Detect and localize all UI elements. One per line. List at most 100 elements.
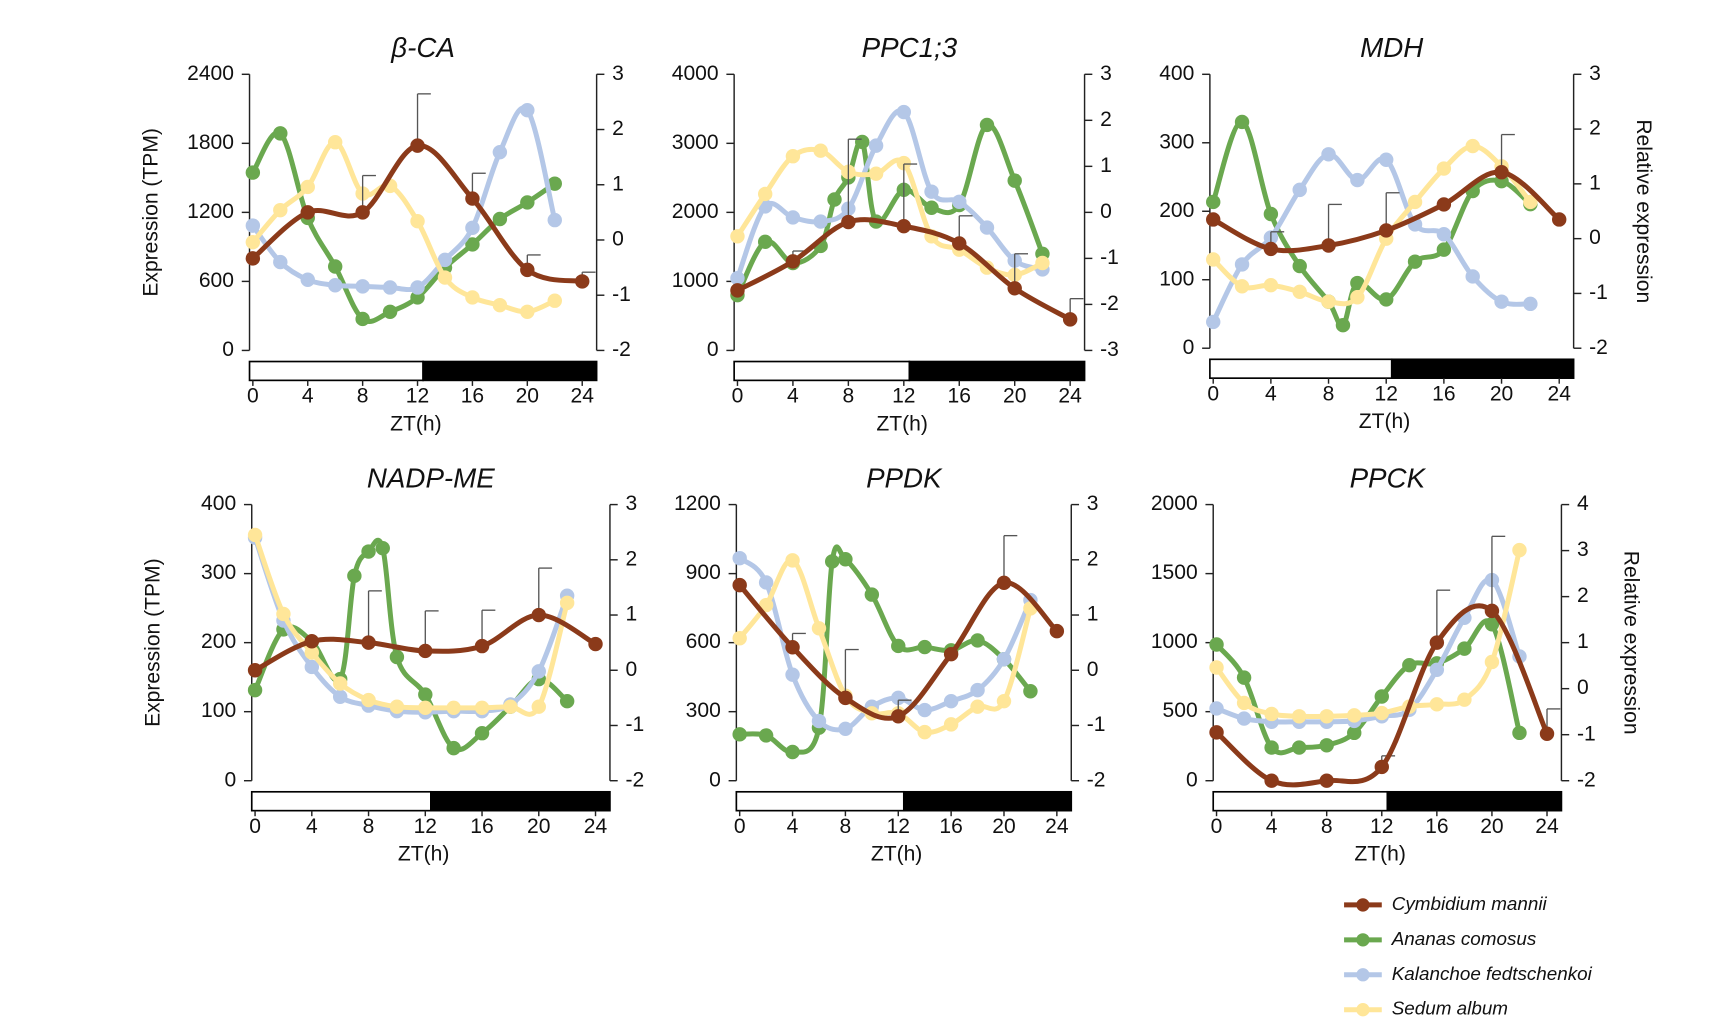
legend-marker <box>1356 898 1370 912</box>
data-point <box>1319 773 1334 788</box>
data-point <box>1263 278 1279 293</box>
x-tick-label: 16 <box>1432 382 1455 405</box>
y2-tick-label: 2 <box>1577 584 1589 607</box>
panel-title: PPC1;3 <box>862 32 958 63</box>
data-point <box>520 102 535 118</box>
x-tick-label: 24 <box>1547 382 1571 405</box>
x-tick-label: 0 <box>1211 815 1223 838</box>
data-point <box>492 211 508 227</box>
y2-tick-label: 1 <box>1577 630 1589 653</box>
data-point <box>559 693 575 709</box>
y2-tick-label: 1 <box>1589 171 1601 194</box>
y-tick-label: 0 <box>707 338 719 361</box>
y-tick-label: 200 <box>201 630 236 653</box>
y-tick-label: 1200 <box>674 492 721 515</box>
y-tick-label: 300 <box>1159 130 1194 153</box>
data-point <box>1035 255 1050 271</box>
data-point <box>355 279 370 294</box>
data-point <box>1484 617 1500 632</box>
data-point <box>1457 692 1472 707</box>
data-point <box>970 699 985 714</box>
data-point <box>1206 314 1221 330</box>
data-point <box>437 270 453 285</box>
data-point <box>757 234 773 250</box>
data-point <box>1539 726 1555 741</box>
x-tick-label: 16 <box>939 815 962 838</box>
data-point <box>531 607 546 623</box>
data-point <box>943 717 959 732</box>
x-tick-label: 20 <box>1490 382 1513 405</box>
data-point <box>730 283 745 298</box>
data-point <box>827 192 842 207</box>
y2-tick-label: 1 <box>1100 154 1112 177</box>
data-point <box>1321 294 1336 309</box>
data-point <box>891 690 906 706</box>
data-point <box>811 621 827 636</box>
data-point <box>547 176 562 191</box>
x-tick-label: 16 <box>948 385 971 408</box>
x-tick-label: 12 <box>1374 382 1397 405</box>
y2-tick-label: -3 <box>1100 338 1119 361</box>
data-point <box>813 214 828 229</box>
data-point <box>273 126 288 141</box>
y-tick-label: 0 <box>224 768 236 791</box>
x-tick-label: 8 <box>357 385 369 408</box>
y2-tick-label: -2 <box>625 768 644 791</box>
data-point <box>732 727 747 742</box>
dark-period <box>1390 358 1575 379</box>
data-point <box>996 652 1012 667</box>
data-point <box>355 205 370 220</box>
y-tick-label: 2000 <box>672 200 719 223</box>
data-point <box>1292 182 1307 198</box>
data-point <box>1335 317 1351 333</box>
data-point <box>952 194 967 209</box>
data-point <box>327 259 343 274</box>
x-tick-label: 12 <box>406 385 429 408</box>
series-line <box>250 130 557 324</box>
data-point <box>465 237 480 252</box>
data-point <box>418 700 433 716</box>
data-point <box>1319 709 1334 724</box>
data-point <box>332 676 348 691</box>
y2-tick-label: 2 <box>1087 547 1099 570</box>
data-point <box>547 293 562 308</box>
data-point <box>996 693 1012 709</box>
data-point <box>1512 725 1527 741</box>
data-point <box>811 713 827 729</box>
data-point <box>1429 697 1445 712</box>
data-point <box>1234 114 1250 130</box>
data-point <box>970 682 985 698</box>
x-axis-label: ZT(h) <box>1354 843 1405 866</box>
data-point <box>1457 641 1472 656</box>
y2-tick-label: 3 <box>1589 62 1601 85</box>
data-point <box>1209 701 1224 716</box>
data-point <box>1291 740 1307 755</box>
data-point <box>855 134 870 150</box>
error-bar <box>844 648 859 698</box>
data-point <box>375 540 390 556</box>
y2-tick-label: -2 <box>612 338 631 361</box>
data-point <box>924 200 939 215</box>
series-line <box>1210 119 1533 328</box>
y-tick-label: 500 <box>1163 699 1198 722</box>
legend-marker <box>1356 933 1370 947</box>
error-bar <box>367 590 382 643</box>
x-tick-label: 24 <box>584 815 608 838</box>
data-point <box>465 220 480 236</box>
data-point <box>1552 212 1567 227</box>
y2-tick-label: 0 <box>612 228 624 251</box>
dark-period <box>1386 790 1563 812</box>
data-point <box>1465 269 1480 284</box>
data-point <box>247 663 263 678</box>
data-point <box>1407 254 1423 269</box>
x-tick-label: 12 <box>1370 815 1393 838</box>
data-point <box>531 699 546 714</box>
data-point <box>943 693 959 709</box>
y2-tick-label: 2 <box>1100 108 1112 131</box>
data-point <box>1374 759 1389 775</box>
data-point <box>1234 279 1250 294</box>
x-tick-label: 24 <box>1045 815 1069 838</box>
data-point <box>891 709 906 724</box>
legend-label: Kalanchoe fedtschenkoi <box>1392 963 1593 984</box>
data-point <box>1206 212 1221 227</box>
